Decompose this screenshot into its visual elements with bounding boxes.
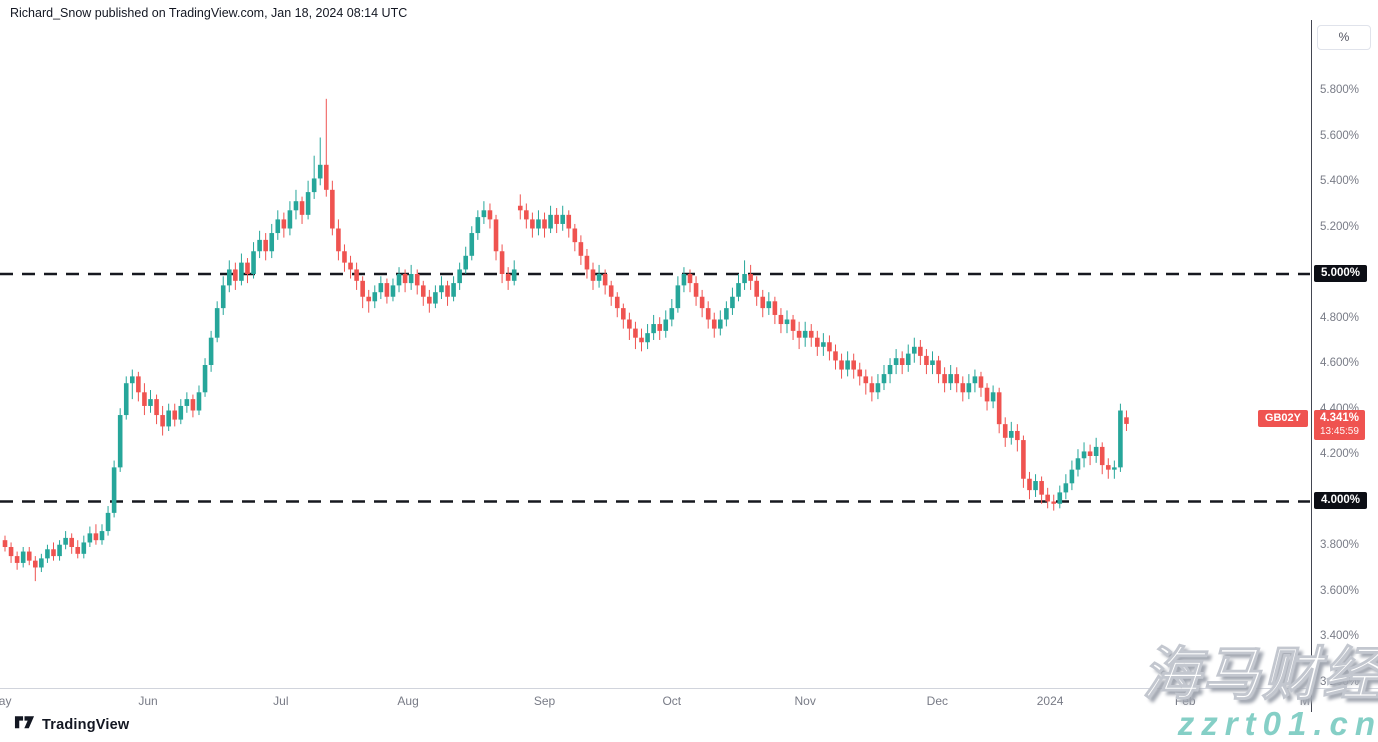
time-tick-label: Sep: [533, 694, 556, 708]
price-tick-label: 3.800%: [1320, 539, 1360, 551]
last-price-value: 4.341%: [1320, 412, 1360, 425]
symbol-label: GB02Y: [1257, 409, 1308, 427]
price-tick-label: 4.200%: [1320, 448, 1360, 460]
time-tick-label: Feb: [1174, 694, 1196, 708]
price-tick-label: 4.600%: [1320, 357, 1360, 369]
time-tick-label: Nov: [794, 694, 816, 708]
price-tick-label: 3.200%: [1320, 675, 1360, 688]
price-axis-separator: [1311, 20, 1312, 712]
candlestick-chart[interactable]: [0, 20, 1310, 688]
price-tick-label: 5.400%: [1320, 175, 1360, 187]
time-tick-label: Jul: [273, 694, 289, 708]
time-tick-label: Jun: [138, 694, 158, 708]
time-axis-separator: [0, 688, 1378, 689]
price-tick-label: 5.600%: [1320, 129, 1360, 142]
price-tick-label: 5.200%: [1320, 220, 1360, 233]
time-scale[interactable]: May Jun Jul Aug Sep Oct Nov Dec 2024 Feb Mar: [0, 689, 1310, 713]
price-tick-label: 3.400%: [1320, 630, 1360, 642]
countdown-timer: 13:45:59: [1320, 425, 1359, 437]
price-tick-label: 5.800%: [1320, 84, 1360, 96]
price-tick-label: 4.800%: [1320, 311, 1360, 324]
time-tick-label: Dec: [926, 694, 948, 708]
level-price-badge: 5.000%: [1314, 264, 1368, 282]
last-price-badge: 4.341% 13:45:59: [1314, 410, 1366, 441]
time-tick-label: Oct: [662, 694, 682, 708]
time-tick-label: May: [0, 694, 12, 708]
time-tick-label: 2024: [1036, 694, 1064, 708]
tradingview-logo[interactable]: TradingView: [14, 714, 129, 735]
level-price-badge: 4.000%: [1314, 492, 1368, 509]
tradingview-logo-icon: [14, 714, 35, 735]
percent-unit-button[interactable]: %: [1317, 25, 1371, 50]
time-tick-label: Mar: [1299, 694, 1310, 708]
candles: [2, 98, 1129, 582]
time-tick-label: Aug: [397, 694, 419, 708]
tradingview-logo-text: TradingView: [42, 716, 130, 733]
price-tick-label: 3.600%: [1320, 584, 1360, 597]
price-scale[interactable]: 6.000%5.800%5.600%5.400%5.200%5.000%4.80…: [1312, 20, 1378, 688]
publish-info: Richard_Snow published on TradingView.co…: [10, 6, 408, 20]
